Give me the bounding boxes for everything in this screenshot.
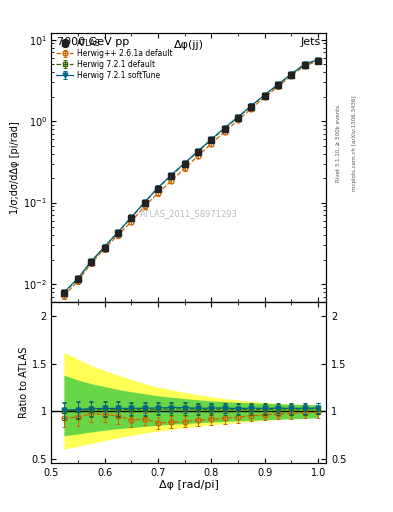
Text: Δφ(jj): Δφ(jj) xyxy=(174,40,204,50)
Text: mcplots.cern.ch [arXiv:1306.3436]: mcplots.cern.ch [arXiv:1306.3436] xyxy=(352,96,357,191)
Text: 7000 GeV pp: 7000 GeV pp xyxy=(57,37,129,47)
Text: Jets: Jets xyxy=(300,37,321,47)
Y-axis label: Ratio to ATLAS: Ratio to ATLAS xyxy=(19,347,29,418)
Legend: ATLAS, Herwig++ 2.6.1a default, Herwig 7.2.1 default, Herwig 7.2.1 softTune: ATLAS, Herwig++ 2.6.1a default, Herwig 7… xyxy=(55,37,174,81)
Text: Rivet 3.1.10, ≥ 500k events: Rivet 3.1.10, ≥ 500k events xyxy=(336,105,341,182)
Y-axis label: 1/σ;dσ/dΔφ [pi/rad]: 1/σ;dσ/dΔφ [pi/rad] xyxy=(10,121,20,214)
X-axis label: Δφ [rad/pi]: Δφ [rad/pi] xyxy=(159,480,219,490)
Text: ATLAS_2011_S8971293: ATLAS_2011_S8971293 xyxy=(140,209,238,218)
